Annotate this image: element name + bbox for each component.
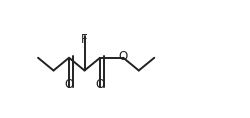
Text: O: O (96, 78, 105, 91)
Text: O: O (64, 78, 74, 91)
Text: F: F (81, 33, 88, 46)
Text: O: O (119, 50, 128, 63)
